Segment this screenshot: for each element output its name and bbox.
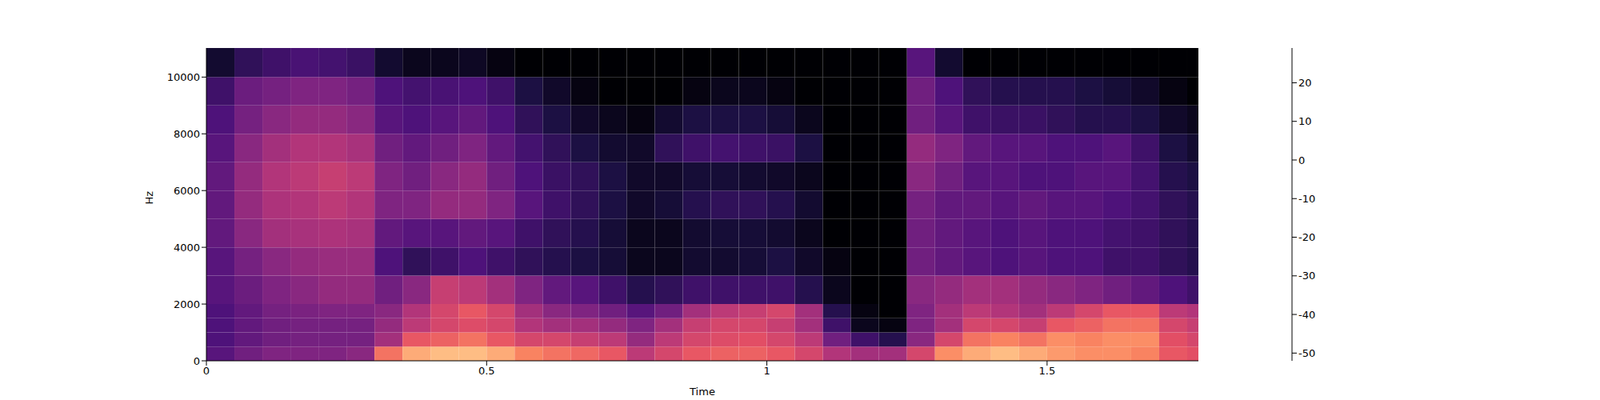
svg-text:10000: 10000 [167,71,200,84]
svg-text:0: 0 [1298,154,1305,167]
svg-text:6000: 6000 [173,184,200,197]
svg-text:-50: -50 [1298,347,1316,360]
svg-text:1.5: 1.5 [1039,364,1056,377]
svg-text:1: 1 [763,364,770,377]
svg-text:0: 0 [193,355,200,368]
svg-text:8000: 8000 [173,128,200,140]
svg-text:20: 20 [1298,76,1312,89]
svg-text:-20: -20 [1298,231,1316,244]
svg-text:4000: 4000 [173,241,200,254]
svg-text:0: 0 [203,364,210,377]
svg-text:10: 10 [1298,115,1312,128]
svg-text:Hz: Hz [143,191,156,205]
svg-text:2000: 2000 [173,298,200,311]
svg-text:0.5: 0.5 [478,364,496,377]
svg-text:-10: -10 [1298,192,1316,205]
svg-text:-40: -40 [1298,308,1316,321]
svg-text:Time: Time [688,385,716,398]
svg-text:-30: -30 [1298,269,1316,282]
